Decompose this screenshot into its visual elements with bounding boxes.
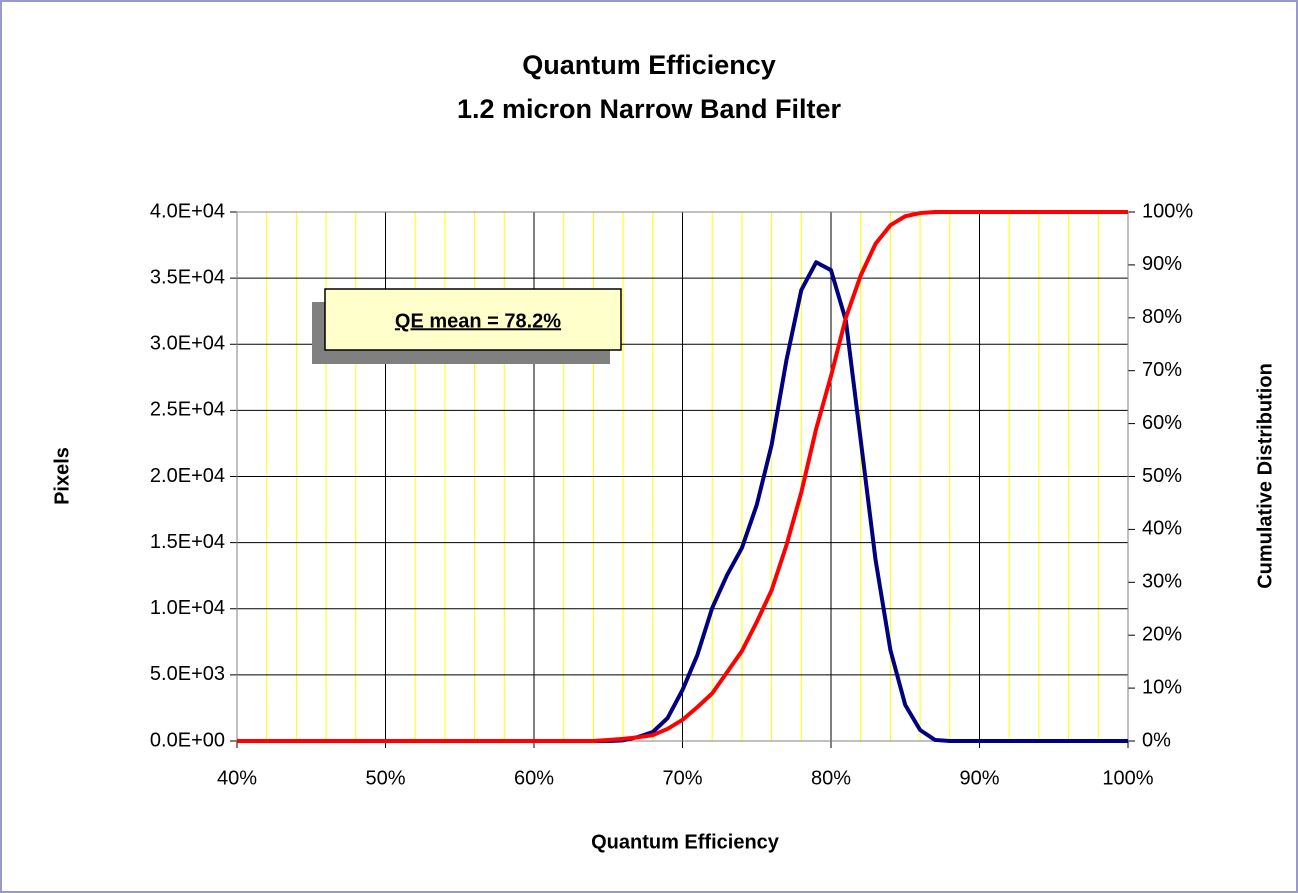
series-line [237,210,1128,743]
y-tick-label: 1.5E+04 [150,531,225,553]
y2-tick-label: 80% [1142,306,1182,328]
y-tick-label: 3.5E+04 [150,266,225,288]
y-tick-label: 4.0E+04 [150,200,225,222]
x-tick-label: 40% [217,767,257,789]
annotation-box [324,288,622,351]
y2-tick-label: 70% [1142,359,1182,381]
y-tick-label: 2.5E+04 [150,399,225,421]
y2-tick-label: 90% [1142,253,1182,275]
y2-axis-title: Cumulative Distribution [1254,363,1276,589]
y-tick-label: 1.0E+04 [150,597,225,619]
y2-tick-label: 50% [1142,465,1182,487]
annotation: QE mean = 78.2% [395,310,561,332]
plot-frame [236,211,1129,742]
x-tick-label: 70% [662,767,702,789]
y2-tick-label: 20% [1142,623,1182,645]
x-tick-label: 90% [959,767,999,789]
x-axis-title: Quantum Efficiency [591,831,780,853]
y2-tick-label: 30% [1142,571,1182,593]
y2-tick-label: 100% [1142,200,1193,222]
chart-title: Quantum Efficiency [522,50,776,80]
y-tick-label: 3.0E+04 [150,333,225,355]
y2-tick-label: 0% [1142,729,1171,751]
x-tick-label: 50% [365,767,405,789]
y-tick-label: 0.0E+00 [150,729,225,751]
y-tick-label: 2.0E+04 [150,465,225,487]
x-tick-label: 60% [514,767,554,789]
y-axis-title: Pixels [51,447,73,505]
chart-subtitle: 1.2 micron Narrow Band Filter [457,94,842,124]
y-tick-label: 5.0E+03 [150,663,225,685]
x-tick-label: 80% [811,767,851,789]
x-tick-label: 100% [1102,767,1153,789]
y2-tick-label: 60% [1142,412,1182,434]
y2-tick-label: 40% [1142,518,1182,540]
y2-tick-label: 10% [1142,676,1182,698]
